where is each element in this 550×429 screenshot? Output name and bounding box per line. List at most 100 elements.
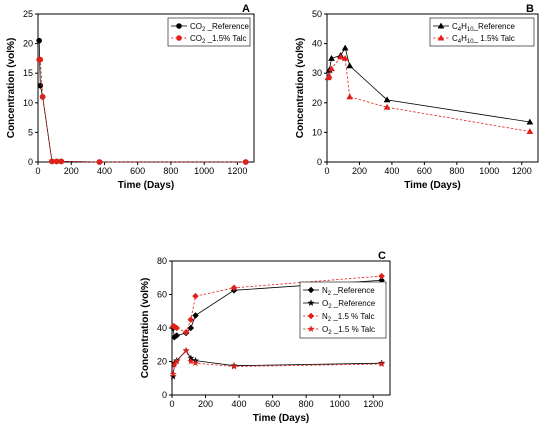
data-point [341, 54, 349, 61]
data-point [187, 324, 195, 332]
y-axis-label: Concentration (vol%) [295, 38, 306, 139]
data-point [346, 93, 354, 100]
series-1 [36, 56, 249, 165]
data-point [192, 312, 199, 319]
x-axis-label: Time (Days) [118, 180, 175, 191]
data-point [187, 357, 195, 365]
data-point [383, 96, 391, 103]
data-point [242, 159, 249, 165]
legend-label: O2 _1.5 % Talc [322, 325, 375, 336]
y-tick-label: 20 [157, 357, 167, 367]
x-tick-label: 1000 [479, 166, 499, 176]
data-point [96, 159, 103, 165]
chart-panel-b: 0 200 400 600 800 1000 1200 0 10 20 30 40 50 Time (Da… [295, 3, 539, 191]
x-tick-label: 400 [384, 166, 399, 176]
data-point [173, 332, 181, 339]
x-tick-label: 200 [352, 166, 367, 176]
series-3 [169, 346, 386, 378]
data-point [337, 53, 345, 60]
x-tick-label: 1000 [330, 399, 350, 409]
x-tick-label: 800 [449, 166, 464, 176]
y-tick-label: 80 [157, 256, 167, 266]
data-point [49, 158, 55, 165]
data-point [526, 128, 534, 134]
panel-letter: C [378, 250, 386, 262]
x-tick-label: 1200 [363, 399, 383, 409]
data-point [36, 37, 42, 44]
y-tick-label: 0 [28, 157, 33, 167]
y-tick-label: 25 [23, 9, 33, 19]
legend-marker [307, 299, 315, 307]
legend-label: O2 _Reference [322, 299, 376, 310]
data-point [182, 346, 190, 354]
data-point [173, 357, 181, 365]
y-tick-label: 0 [317, 157, 322, 167]
series-line [327, 47, 530, 123]
data-point [37, 56, 44, 63]
y-tick-label: 50 [312, 9, 322, 19]
x-tick-label: 600 [265, 399, 280, 409]
data-point [187, 316, 195, 323]
legend-marker [176, 23, 182, 29]
data-point [182, 328, 190, 336]
data-point [39, 94, 46, 100]
series-line [172, 349, 382, 375]
plot-frame [326, 13, 539, 163]
x-tick-label: 200 [198, 399, 213, 409]
legend-box [299, 281, 387, 339]
data-point [378, 360, 386, 368]
series-1 [324, 53, 534, 134]
data-point [37, 82, 44, 89]
data-point [170, 361, 178, 368]
x-tick-label: 1200 [227, 166, 247, 176]
y-tick-label: 20 [23, 39, 33, 49]
x-tick-label: 800 [299, 399, 314, 409]
panel-letter: B [526, 3, 534, 15]
y-tick-label: 15 [23, 68, 33, 78]
data-point [383, 103, 391, 110]
legend-marker [307, 325, 315, 333]
data-point [230, 284, 238, 292]
data-point [325, 72, 333, 79]
legend-label: CO2 _1.5% Talc [190, 34, 247, 45]
legend-label: CO2 _Reference [190, 22, 249, 33]
panel-letter: A [242, 3, 250, 15]
y-tick-label: 10 [312, 127, 322, 137]
data-point [173, 324, 181, 332]
y-tick-label: 5 [28, 127, 33, 137]
legend-marker [437, 34, 445, 41]
data-point [169, 370, 177, 378]
x-tick-label: 1200 [512, 166, 532, 176]
x-tick-label: 0 [169, 399, 174, 409]
legend-marker [307, 312, 315, 320]
data-point [58, 158, 65, 165]
series-0 [324, 44, 534, 125]
data-point [328, 54, 335, 61]
legend-label: N2 _1.5 % Talc [322, 312, 375, 323]
series-line [38, 40, 246, 163]
legend-box [429, 17, 535, 47]
legend-label: C4H10_ 1.5% Talc [452, 34, 515, 45]
y-axis-label: Concentration (vol%) [6, 38, 17, 139]
x-tick-label: 800 [163, 166, 178, 176]
series-0 [36, 37, 249, 165]
y-tick-label: 0 [162, 390, 167, 400]
data-point [526, 118, 534, 125]
x-axis-label: Time (Days) [253, 413, 310, 424]
x-tick-label: 400 [232, 399, 247, 409]
legend-label: N2 _Reference [322, 286, 375, 297]
chart-panel-a: 0 200 400 600 800 1000 1200 0 5 10 15 20 25 Time (Day… [6, 3, 255, 191]
series-2 [169, 272, 385, 336]
series-1 [169, 346, 386, 380]
data-point [328, 65, 335, 72]
y-tick-label: 40 [312, 39, 322, 49]
y-tick-label: 60 [157, 290, 167, 300]
legend: N2 _Reference O2 _Reference N2 _1.5 % Talc… [299, 281, 387, 339]
chart-panel-c: 0 200 400 600 800 1000 1200 0 20 40 60 80 Time (Days… [140, 250, 391, 424]
y-tick-label: 30 [312, 68, 322, 78]
x-tick-label: 600 [417, 166, 432, 176]
data-point [169, 372, 177, 380]
data-point [191, 359, 200, 367]
